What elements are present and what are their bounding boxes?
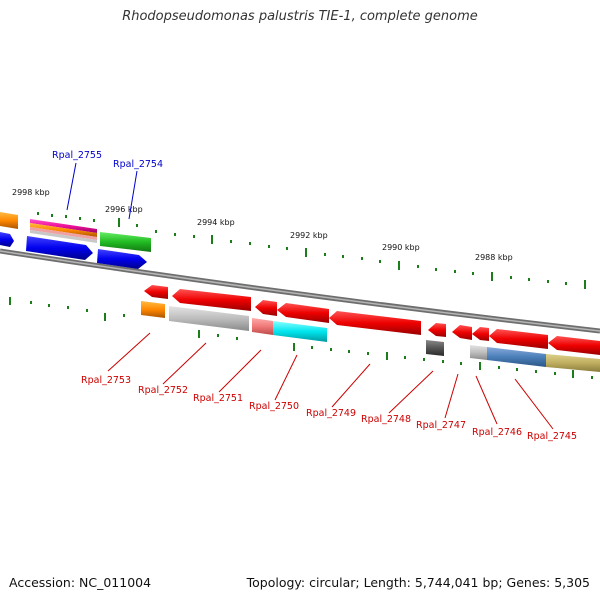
- topology-text: Topology: circular; Length: 5,744,041 bp…: [246, 575, 590, 590]
- gene-segment: [30, 227, 97, 240]
- gene-label-rpal-2746: Rpal_2746: [472, 427, 522, 438]
- gene-segment: [487, 347, 546, 367]
- gene-arrow: [428, 323, 446, 337]
- kbp-label: 2992 kbp: [290, 231, 328, 240]
- label-leaders: [66, 162, 554, 430]
- inner-tick-rail: [9, 297, 593, 379]
- gene-labels-reverse: Rpal_2753 Rpal_2752 Rpal_2751 Rpal_2750 …: [81, 375, 577, 442]
- gene-segment: [141, 301, 165, 318]
- map-title: Rhodopseudomonas palustris TIE-1, comple…: [122, 9, 478, 24]
- gene-arrow: [26, 236, 93, 260]
- outer-tick-rail: [37, 212, 586, 289]
- gene-label-rpal-2745: Rpal_2745: [527, 431, 577, 442]
- gene-segment: [30, 223, 97, 237]
- gene-segment: [273, 321, 327, 342]
- kbp-label: 2996 kbp: [105, 205, 143, 214]
- gene-label-rpal-2752: Rpal_2752: [138, 385, 188, 396]
- gene-arrow: [255, 300, 277, 316]
- accession-text: Accession: NC_011004: [9, 575, 152, 590]
- gene-arrow: [97, 249, 147, 269]
- gene-labels-forward: Rpal_2755 Rpal_2754: [52, 150, 163, 170]
- gene-label-rpal-2751: Rpal_2751: [193, 393, 243, 404]
- gene-segment: [0, 212, 18, 229]
- gene-segment: [426, 340, 444, 356]
- gene-segment: [252, 318, 273, 335]
- gene-arrow: [548, 336, 600, 355]
- gene-segment: [100, 232, 151, 252]
- gene-label-rpal-2755: Rpal_2755: [52, 150, 102, 161]
- gene-segment: [30, 230, 97, 243]
- gene-arrow: [329, 311, 421, 335]
- reverse-strand-features: [141, 285, 600, 372]
- gene-label-rpal-2754: Rpal_2754: [113, 159, 163, 170]
- kbp-label: 2988 kbp: [475, 253, 513, 262]
- gene-label-rpal-2747: Rpal_2747: [416, 420, 466, 431]
- gene-segment: [470, 345, 487, 360]
- genome-backbone: [0, 248, 600, 334]
- gene-arrow: [277, 303, 329, 323]
- kbp-label: 2994 kbp: [197, 218, 235, 227]
- kbp-label: 2998 kbp: [12, 188, 50, 197]
- kbp-label: 2990 kbp: [382, 243, 420, 252]
- gene-arrow: [144, 285, 168, 299]
- gene-label-rpal-2749: Rpal_2749: [306, 408, 356, 419]
- gene-arrow: [472, 327, 489, 341]
- gene-arrow: [0, 232, 14, 247]
- gene-arrow: [452, 325, 472, 340]
- gene-segment: [30, 219, 97, 233]
- kbp-labels: 2998 kbp 2996 kbp 2994 kbp 2992 kbp 2990…: [12, 188, 513, 262]
- gene-label-rpal-2753: Rpal_2753: [81, 375, 131, 386]
- gene-label-rpal-2750: Rpal_2750: [249, 401, 299, 412]
- gene-segment: [546, 354, 600, 372]
- gene-arrow: [489, 329, 548, 349]
- gene-label-rpal-2748: Rpal_2748: [361, 414, 411, 425]
- gene-segment: [169, 306, 249, 331]
- gene-arrow: [172, 289, 251, 311]
- forward-strand-features: [0, 212, 151, 269]
